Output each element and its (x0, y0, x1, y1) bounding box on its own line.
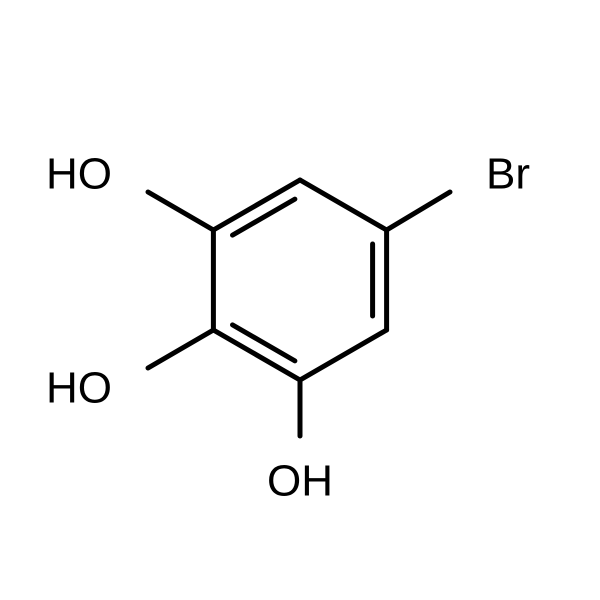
bond (387, 192, 450, 230)
atom-label: HO (46, 363, 112, 412)
bonds-layer (148, 180, 450, 436)
bond (300, 330, 387, 380)
atom-label: HO (46, 149, 112, 198)
molecule-diagram: Br HO HO OH (0, 0, 600, 600)
atom-label: OH (267, 456, 333, 505)
bond (233, 325, 295, 361)
atom-label: Br (486, 149, 530, 198)
bond (148, 192, 213, 230)
bond (300, 180, 387, 230)
bond (148, 330, 213, 368)
bond (233, 199, 295, 235)
